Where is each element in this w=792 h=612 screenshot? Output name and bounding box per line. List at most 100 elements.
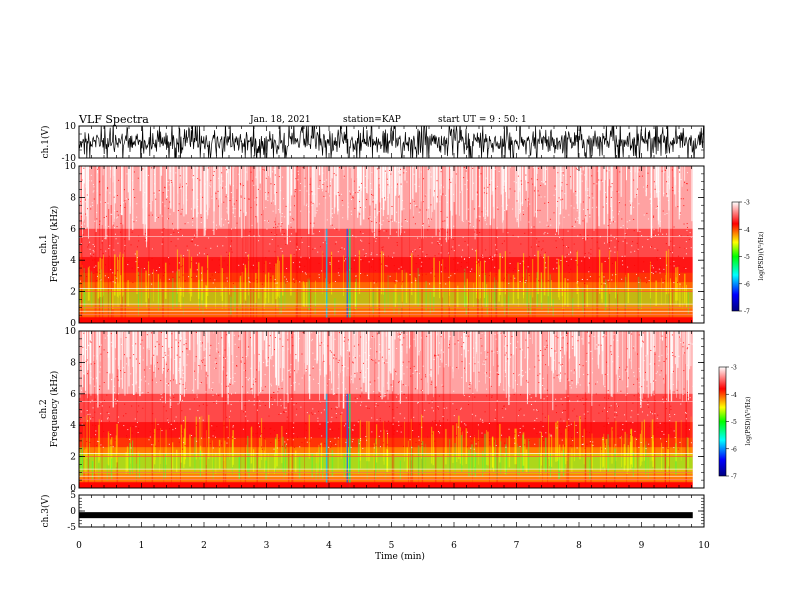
spectrogram-speckle — [194, 370, 196, 372]
spectrogram-speckle — [396, 407, 398, 409]
spectrogram-speckle — [641, 400, 643, 402]
spectrogram-speckle — [446, 224, 448, 226]
spectrogram-speckle — [118, 416, 120, 418]
spectrogram-speckle — [149, 203, 151, 205]
spectrogram-speckle — [578, 212, 580, 214]
spectrogram-speckle — [82, 234, 84, 236]
spectrogram-speckle — [606, 170, 608, 172]
spectrogram-yellow-streak — [154, 428, 156, 465]
spectrogram-speckle — [204, 357, 206, 359]
spectrogram-speckle — [263, 438, 265, 440]
spectrogram-speckle — [649, 425, 651, 427]
spectrogram-speckle — [226, 207, 228, 209]
spectrogram-speckle — [338, 267, 340, 269]
spectrogram-speckle — [401, 344, 403, 346]
spectrogram-speckle — [144, 376, 146, 378]
spectrogram-white-streak — [485, 331, 487, 384]
spectrogram-speckle — [482, 271, 484, 273]
spectrogram-speckle — [377, 405, 379, 407]
spectrogram-speckle — [419, 246, 421, 248]
spectrogram-speckle — [360, 259, 362, 261]
spectrogram-speckle — [353, 191, 355, 193]
spectrogram-speckle — [536, 410, 538, 412]
spectrogram-speckle — [347, 339, 349, 341]
spectrogram-speckle — [281, 223, 283, 225]
spectrogram-yellow-streak — [501, 281, 503, 307]
spectrogram-speckle — [151, 214, 153, 216]
spectrogram-white-streak — [667, 331, 669, 402]
spectrogram-speckle — [408, 361, 410, 363]
spectrogram-speckle — [413, 338, 415, 340]
spectrogram-speckle — [583, 174, 585, 176]
spectrogram-speckle — [375, 237, 377, 239]
spectrogram-speckle — [501, 205, 503, 207]
spectrogram-speckle — [561, 412, 563, 414]
spectrogram-speckle — [182, 274, 184, 276]
spectrogram-speckle — [211, 388, 213, 390]
spectrogram-green-streak — [176, 271, 178, 308]
spectrogram-speckle — [329, 185, 331, 187]
spectrogram-speckle — [430, 369, 432, 371]
spectrogram-speckle — [110, 434, 112, 436]
spectrogram-white-streak — [503, 166, 505, 186]
spectrogram-speckle — [480, 338, 482, 340]
spectrogram-speckle — [544, 388, 546, 390]
spectrogram-yellow-streak — [558, 265, 560, 300]
spectrogram-red-streak — [597, 166, 599, 323]
spectrogram-speckle — [393, 417, 395, 419]
spectrogram-speckle — [391, 186, 393, 188]
spectrogram-yellow-streak — [263, 287, 265, 309]
spectrogram-speckle — [566, 184, 568, 186]
spectrogram-speckle — [232, 283, 234, 285]
spectrogram-speckle — [440, 252, 442, 254]
spectrogram-speckle — [685, 253, 687, 255]
spectrogram-speckle — [522, 376, 524, 378]
spectrogram-speckle — [371, 431, 373, 433]
spectrogram-yellow-streak — [179, 287, 182, 309]
spectrogram-speckle — [191, 238, 193, 240]
spectrogram-speckle — [450, 181, 452, 183]
spectrogram-speckle — [158, 263, 160, 265]
spectrogram-speckle — [253, 400, 255, 402]
spectrogram-yellow-streak — [120, 275, 122, 304]
spectrogram-speckle — [604, 443, 606, 445]
spectrogram-speckle — [429, 283, 431, 285]
spectrogram-speckle — [504, 354, 506, 356]
spectrogram-speckle — [308, 245, 310, 247]
spectrogram-speckle — [633, 218, 635, 220]
spectrogram-white-streak — [675, 166, 677, 207]
spectrogram-speckle — [630, 251, 632, 253]
spectrogram-yellow-streak — [85, 448, 87, 473]
spectrogram-white-streak — [135, 331, 137, 385]
spectrogram-speckle — [683, 205, 685, 207]
spectrogram-speckle — [116, 210, 118, 212]
spectrogram-speckle — [184, 445, 186, 447]
spectrogram-white-streak — [274, 166, 276, 195]
spectrogram-speckle — [93, 355, 95, 357]
spectrogram-speckle — [583, 208, 585, 210]
spectrogram-red-streak — [477, 166, 478, 323]
spectrogram-speckle — [265, 193, 267, 195]
spectrogram-white-streak — [492, 166, 495, 207]
spectrogram-speckle — [252, 432, 254, 434]
spectrogram-speckle — [380, 396, 382, 398]
spectrogram-green-streak — [366, 461, 368, 480]
spectrogram-speckle — [544, 196, 546, 198]
spectrogram-yellow-streak — [145, 270, 147, 303]
spectrogram-speckle — [543, 398, 545, 400]
spectrogram-yellow-streak — [523, 253, 525, 296]
spectrogram-speckle — [91, 399, 93, 401]
spectrogram-speckle — [86, 276, 88, 278]
spectrogram-speckle — [311, 204, 313, 206]
spectrogram-yellow-streak — [89, 416, 90, 460]
spectrogram-red-streak — [112, 166, 114, 323]
spectrogram-speckle — [663, 192, 665, 194]
spectrogram-white-streak — [258, 331, 260, 362]
spectrogram-white-streak — [465, 331, 467, 383]
spectrogram-speckle — [197, 410, 199, 412]
spectrogram-speckle — [182, 369, 184, 371]
spectrogram-speckle — [211, 259, 213, 261]
spectrogram-speckle — [676, 389, 678, 391]
spectrogram-speckle — [622, 225, 624, 227]
spectrogram-speckle — [318, 185, 320, 187]
